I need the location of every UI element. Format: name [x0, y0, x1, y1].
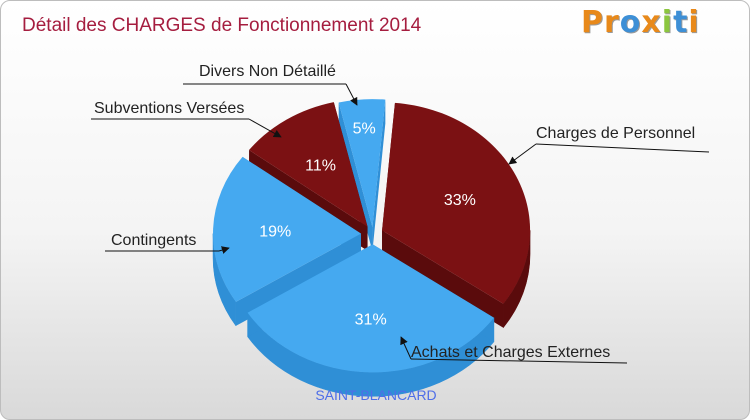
proxiti-logo: Proxiti — [581, 5, 700, 40]
pie-slice — [338, 99, 386, 228]
logo-letter: r — [604, 5, 620, 40]
slice-category-label: Achats et Charges Externes — [411, 344, 610, 361]
slice-percent-label: 31% — [355, 312, 387, 329]
label-underline — [535, 143, 710, 153]
slice-percent-label: 19% — [259, 224, 291, 241]
pie-slice — [213, 156, 362, 302]
pie-slice — [247, 244, 494, 373]
slice-percent-label: 33% — [444, 192, 476, 209]
slice-category-label: Contingents — [111, 232, 196, 249]
logo-letter: i — [688, 5, 700, 40]
pie-slice-cut-face — [382, 230, 504, 328]
logo-letter: x — [641, 5, 662, 40]
label-leader-arrow — [345, 83, 358, 106]
slice-percent-label: 5% — [353, 121, 376, 138]
label-leader-arrow — [218, 246, 230, 254]
label-underline — [410, 358, 628, 364]
slice-category-label: Divers Non Détaillé — [199, 63, 336, 80]
pie-slice — [382, 102, 531, 304]
logo-letter: t — [673, 5, 689, 40]
logo-letter: o — [619, 5, 642, 40]
chart-title: Détail des CHARGES de Fonctionnement 201… — [22, 15, 422, 36]
logo-letter: P — [581, 5, 604, 40]
logo-letter: i — [661, 5, 674, 40]
label-leader-arrow — [508, 143, 537, 165]
slice-category-label: Charges de Personnel — [536, 125, 695, 142]
chart-subtitle: SAINT-BLANCARD — [315, 387, 437, 403]
slice-category-label: Subventions Versées — [94, 100, 244, 117]
label-leader-arrow — [248, 118, 282, 138]
label-leader-arrow — [400, 336, 412, 360]
slice-percent-label: 11% — [305, 158, 336, 175]
pie-slice-cut-face — [372, 99, 386, 252]
